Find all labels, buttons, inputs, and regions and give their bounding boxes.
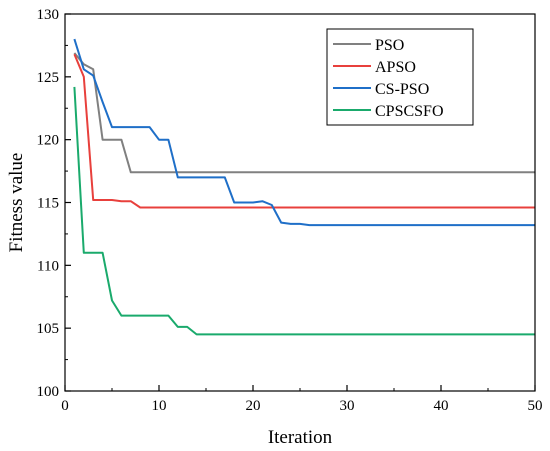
legend-label-cpscsfo: CPSCSFO: [375, 103, 444, 120]
series-line-cpscsfo: [73, 86, 535, 336]
y-tick-label: 125: [37, 70, 60, 86]
series-line-pso: [73, 52, 535, 174]
x-tick-label: 10: [152, 398, 167, 414]
y-axis-label: Fitness value: [6, 153, 27, 253]
y-tick-label: 115: [37, 196, 59, 212]
series-line-apso: [73, 53, 535, 209]
x-tick-label: 30: [340, 398, 355, 414]
legend-label-pso: PSO: [375, 37, 404, 54]
x-tick-label: 40: [434, 398, 449, 414]
x-tick-label: 50: [528, 398, 543, 414]
ticks-layer: [64, 13, 536, 392]
tick-labels-layer: 0 10 20 30 40 50 100 105 110 115 120 125 130: [37, 7, 543, 414]
y-tick-label: 130: [37, 7, 60, 23]
x-tick-label: 0: [61, 398, 69, 414]
y-tick-label: 105: [37, 321, 60, 337]
series-layer: [73, 38, 535, 336]
legend-label-apso: APSO: [375, 59, 416, 76]
legend: PSO APSO CS-PSO CPSCSFO: [326, 28, 474, 126]
series-line-cs-pso: [73, 38, 535, 227]
y-tick-label: 120: [37, 133, 60, 149]
x-tick-label: 20: [246, 398, 261, 414]
legend-label-cs-pso: CS-PSO: [375, 81, 429, 98]
y-tick-label: 100: [37, 384, 60, 400]
x-axis-label: Iteration: [268, 427, 333, 448]
y-tick-label: 110: [37, 258, 59, 274]
